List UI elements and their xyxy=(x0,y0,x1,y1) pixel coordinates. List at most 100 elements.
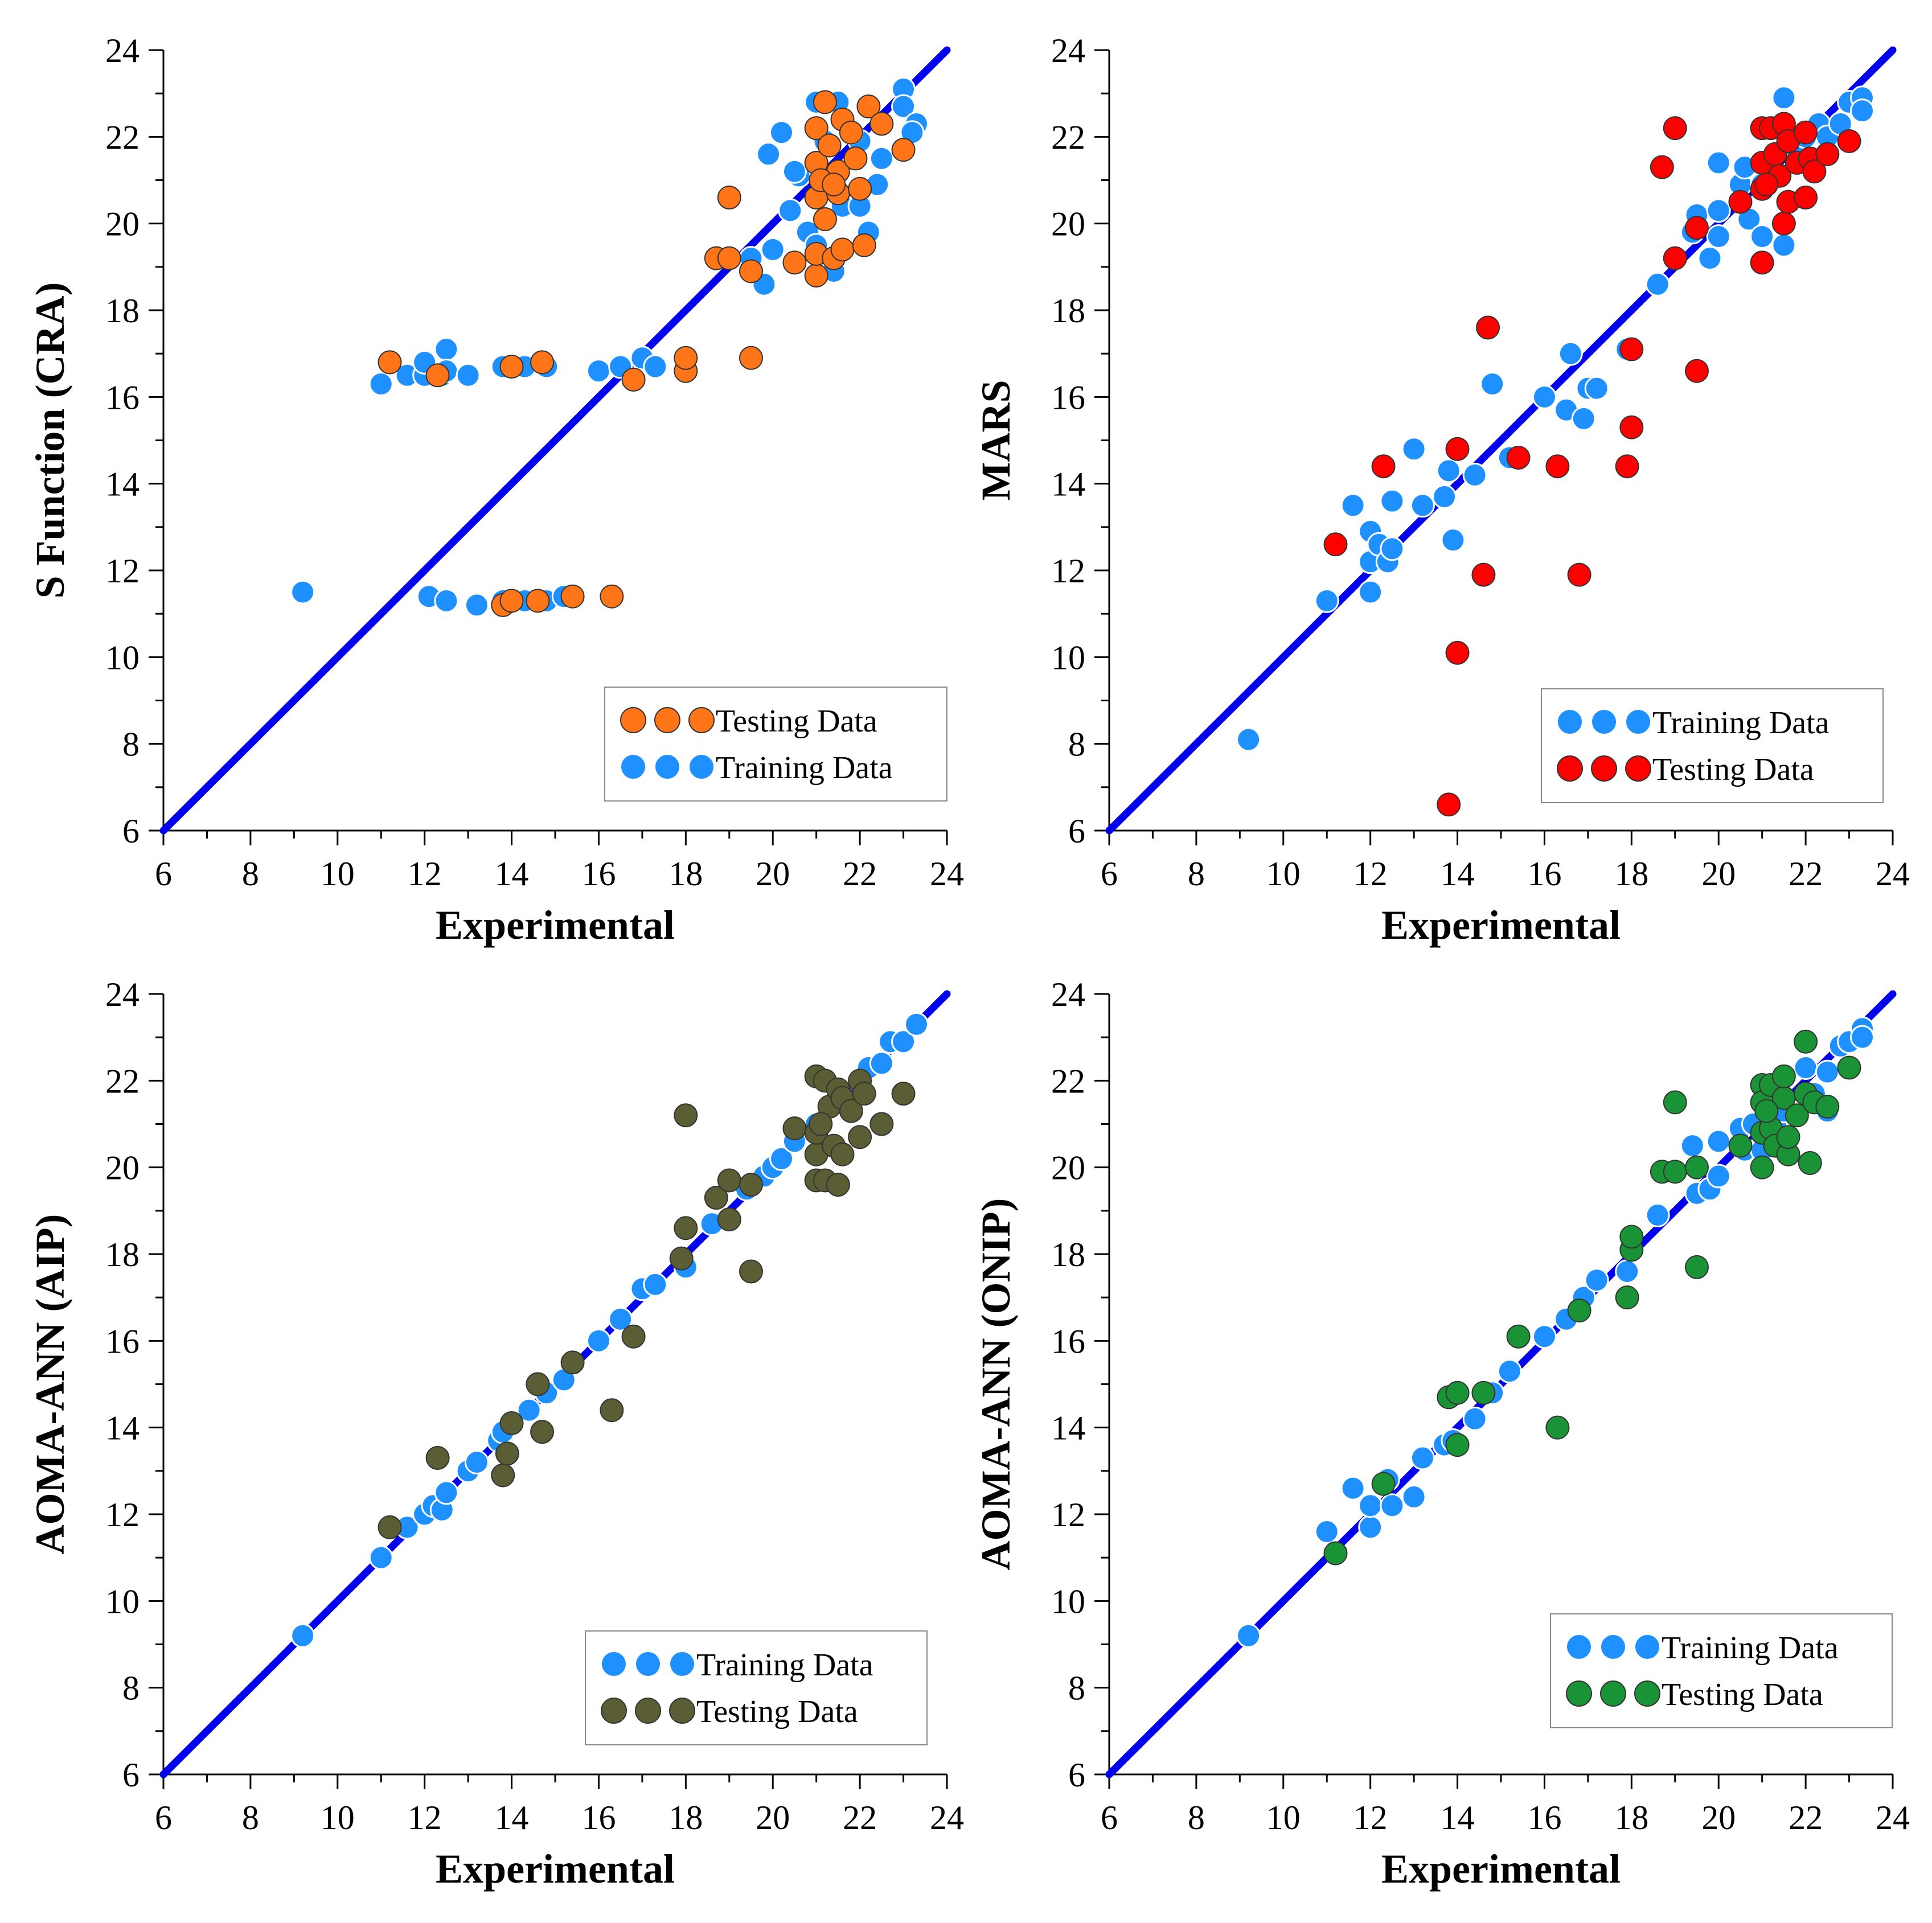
testing-point xyxy=(1750,250,1774,275)
y-tick-label: 8 xyxy=(1068,726,1085,763)
training-point xyxy=(368,371,393,396)
training-point xyxy=(1706,224,1731,249)
training-point xyxy=(1236,727,1261,752)
testing-point xyxy=(600,1398,624,1423)
legend-label: Testing Data xyxy=(1652,752,1814,787)
x-axis-title: Experimental xyxy=(436,1846,675,1892)
x-axis-title: Experimental xyxy=(436,902,675,948)
testing-point xyxy=(560,1350,585,1375)
y-tick-label: 12 xyxy=(1051,1496,1085,1534)
testing-point xyxy=(1650,155,1674,179)
testing-point xyxy=(526,589,550,613)
training-point xyxy=(434,588,459,613)
testing-point xyxy=(839,120,863,145)
legend-marker xyxy=(601,1651,627,1677)
training-point xyxy=(891,1029,916,1054)
x-tick-label: 16 xyxy=(581,855,616,893)
testing-point xyxy=(891,1082,916,1106)
legend-marker xyxy=(620,707,646,733)
testing-point xyxy=(499,589,524,613)
testing-point xyxy=(830,1142,855,1166)
legend-box xyxy=(1541,688,1884,803)
y-tick-label: 18 xyxy=(105,1236,140,1273)
testing-point xyxy=(1663,116,1687,141)
legend-marker xyxy=(620,754,646,780)
x-tick-label: 20 xyxy=(1701,855,1736,893)
y-tick-label: 6 xyxy=(1068,812,1085,850)
legend-label: Training Data xyxy=(696,1647,873,1683)
x-tick-label: 18 xyxy=(668,1799,703,1836)
testing-point xyxy=(491,1463,515,1488)
training-point xyxy=(769,120,794,145)
legend-label: Training Data xyxy=(1662,1630,1839,1666)
testing-point xyxy=(739,1259,763,1284)
testing-point xyxy=(621,1324,646,1349)
training-point xyxy=(1706,150,1731,175)
y-axis-title: MARS xyxy=(973,380,1019,501)
testing-point xyxy=(869,112,894,136)
y-tick-label: 20 xyxy=(1051,206,1085,243)
y-tick-label: 12 xyxy=(105,552,140,590)
training-point xyxy=(1771,85,1796,110)
legend: Testing Data Training Data xyxy=(604,687,947,802)
testing-point xyxy=(704,1185,728,1210)
testing-point xyxy=(1754,1099,1779,1123)
testing-point xyxy=(530,350,555,375)
training-point xyxy=(1410,1445,1435,1470)
x-tick-label: 18 xyxy=(1614,1799,1648,1836)
testing-point xyxy=(817,133,842,158)
training-point xyxy=(1706,1164,1731,1189)
testing-point xyxy=(1663,1090,1687,1115)
x-tick-label: 6 xyxy=(155,1799,172,1836)
testing-point xyxy=(1663,246,1687,270)
legend-label: Testing Data xyxy=(696,1694,858,1729)
training-point xyxy=(368,1545,393,1570)
testing-point xyxy=(1750,1155,1774,1180)
training-point xyxy=(643,354,668,379)
testing-point xyxy=(739,346,763,370)
legend-marker xyxy=(1625,755,1651,782)
training-point xyxy=(778,198,803,223)
y-tick-label: 10 xyxy=(105,639,140,676)
testing-point xyxy=(1545,1415,1570,1440)
testing-point xyxy=(674,346,698,370)
y-tick-label: 16 xyxy=(105,379,140,416)
testing-point xyxy=(1685,1255,1709,1279)
y-tick-label: 12 xyxy=(1051,552,1085,590)
training-point xyxy=(1432,484,1457,509)
training-point xyxy=(1314,1519,1339,1544)
testing-point xyxy=(1323,532,1348,557)
training-point xyxy=(1410,493,1435,518)
training-point xyxy=(1462,462,1487,487)
training-point xyxy=(1358,1493,1383,1518)
y-tick-label: 6 xyxy=(1068,1756,1085,1794)
legend-marker xyxy=(1566,1680,1592,1707)
y-tick-label: 24 xyxy=(1051,976,1085,1013)
x-tick-label: 6 xyxy=(155,855,172,893)
training-point xyxy=(1793,1055,1818,1080)
testing-point xyxy=(1323,1541,1348,1565)
legend-marker xyxy=(654,754,680,780)
training-point xyxy=(464,1450,489,1475)
y-tick-label: 14 xyxy=(1051,466,1085,503)
testing-point xyxy=(1771,1064,1796,1088)
training-point xyxy=(1401,437,1426,462)
testing-point xyxy=(843,146,868,171)
testing-point xyxy=(804,264,828,288)
legend-box xyxy=(1550,1613,1893,1728)
legend-marker xyxy=(654,707,680,733)
series-training-data xyxy=(290,1012,929,1648)
training-point xyxy=(456,363,481,388)
training-point xyxy=(1436,458,1461,483)
testing-point xyxy=(1776,1125,1800,1149)
testing-point xyxy=(1685,359,1709,383)
training-point xyxy=(1314,588,1339,613)
legend-marker xyxy=(1600,1634,1626,1660)
testing-point xyxy=(378,350,402,375)
y-axis-title: AOMA-ANN (AIP) xyxy=(27,1214,73,1555)
training-point xyxy=(1706,1129,1731,1154)
x-tick-label: 8 xyxy=(1188,855,1205,893)
training-point xyxy=(643,1272,668,1297)
testing-point xyxy=(1685,1155,1709,1180)
training-point xyxy=(1584,376,1609,401)
